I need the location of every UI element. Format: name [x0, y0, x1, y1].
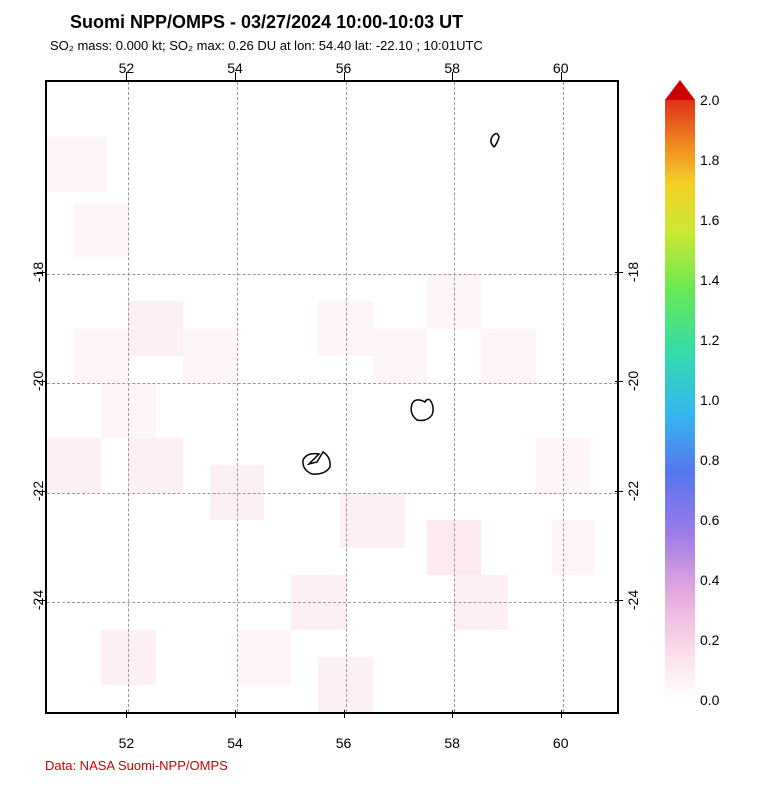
tick-mark [452, 72, 453, 80]
lon-tick-label: 58 [444, 735, 460, 751]
tick-mark [235, 72, 236, 80]
island-mauritius [411, 399, 433, 420]
lat-tick-label: -18 [625, 262, 641, 282]
colorbar-tick-label: 0.4 [700, 572, 719, 588]
tick-mark [344, 710, 345, 718]
tick-mark [615, 381, 623, 382]
tick-mark [615, 272, 623, 273]
tick-mark [37, 272, 45, 273]
tick-mark [37, 600, 45, 601]
chart-title: Suomi NPP/OMPS - 03/27/2024 10:00-10:03 … [70, 12, 463, 33]
lat-tick-label: -20 [625, 371, 641, 391]
tick-mark [37, 491, 45, 492]
tick-mark [615, 600, 623, 601]
tick-mark [615, 491, 623, 492]
colorbar-overflow-arrow-icon [665, 80, 695, 100]
colorbar-tick-label: 2.0 [700, 92, 719, 108]
island-rodrigues [491, 134, 499, 148]
colorbar-tick-label: 1.0 [700, 392, 719, 408]
colorbar-tick-label: 0.2 [700, 632, 719, 648]
colorbar-tick-label: 0.8 [700, 452, 719, 468]
colorbar [665, 100, 695, 700]
colorbar-tick-label: 0.6 [700, 512, 719, 528]
lon-tick-label: 60 [553, 735, 569, 751]
tick-mark [452, 710, 453, 718]
colorbar-tick-label: 1.4 [700, 272, 719, 288]
lon-tick-label: 54 [227, 735, 243, 751]
tick-mark [344, 72, 345, 80]
lat-tick-label: -22 [625, 481, 641, 501]
map-plot-area [45, 80, 619, 714]
lat-tick-label: -24 [625, 590, 641, 610]
colorbar-gradient [665, 100, 695, 700]
tick-mark [126, 710, 127, 718]
data-credit: Data: NASA Suomi-NPP/OMPS [45, 758, 228, 773]
tick-mark [235, 710, 236, 718]
tick-mark [561, 710, 562, 718]
colorbar-tick-label: 0.0 [700, 692, 719, 708]
colorbar-tick-label: 1.8 [700, 152, 719, 168]
tick-mark [37, 381, 45, 382]
islands-layer [47, 82, 617, 712]
island-reunion [303, 452, 330, 474]
tick-mark [126, 72, 127, 80]
colorbar-tick-label: 1.2 [700, 332, 719, 348]
chart-subtitle: SO₂ mass: 0.000 kt; SO₂ max: 0.26 DU at … [50, 38, 483, 53]
lon-tick-label: 56 [336, 735, 352, 751]
lon-tick-label: 52 [119, 735, 135, 751]
colorbar-tick-label: 1.6 [700, 212, 719, 228]
tick-mark [561, 72, 562, 80]
